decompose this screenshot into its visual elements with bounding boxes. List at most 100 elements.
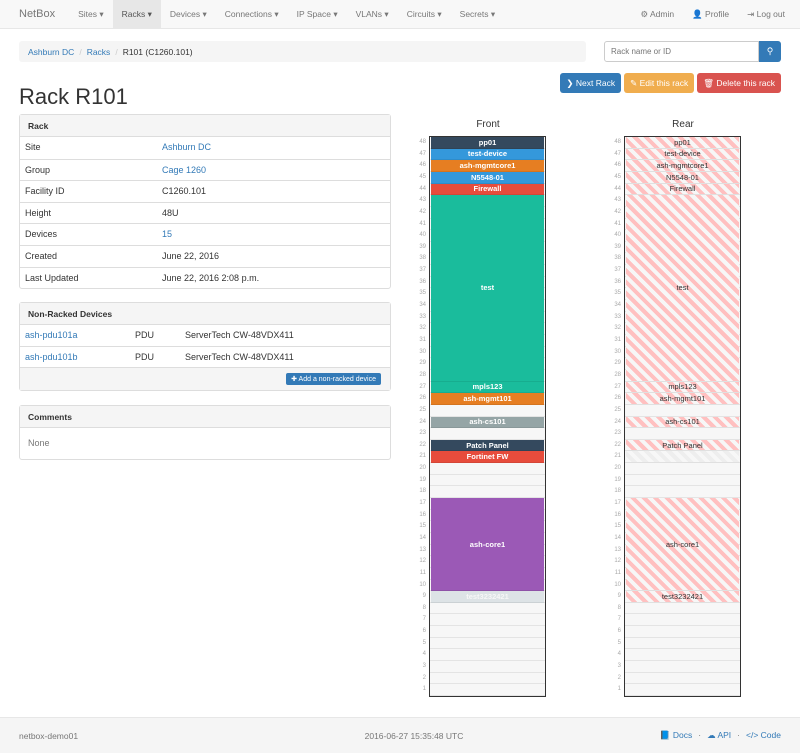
unit-number: 27 — [614, 383, 621, 390]
rack-device-front[interactable]: Fortinet FW — [431, 451, 544, 464]
unit-number: 1 — [422, 686, 426, 693]
rack-device-rear[interactable]: mpls123 — [626, 381, 739, 394]
footer-time: 2016-06-27 15:35:48 UTC — [364, 730, 464, 741]
next-rack-button[interactable]: ❯ Next Rack — [560, 73, 622, 93]
unit-number: 37 — [614, 267, 621, 274]
nav-ip[interactable]: IP Space ▾ — [296, 8, 338, 19]
unit-divider — [625, 660, 740, 662]
unit-number: 35 — [614, 290, 621, 297]
delete-rack-button[interactable]: 🗑 Delete this rack — [697, 73, 781, 93]
api-link[interactable]: ☁ API — [707, 730, 732, 740]
rack-device-rear[interactable]: test3232421 — [626, 591, 739, 603]
rack-device-rear[interactable]: N5548-01 — [626, 171, 739, 184]
rack-attr-row: Created June 22, 2016 — [20, 244, 390, 267]
rack-device-front[interactable]: N5548-01 — [431, 171, 544, 184]
rack-device-rear[interactable]: ash-mgmt101 — [626, 393, 739, 405]
unit-number: 13 — [614, 546, 621, 553]
breadcrumb: Ashburn DC / Racks / R101 (C1260.101) — [19, 41, 586, 62]
breadcrumb-site[interactable]: Ashburn DC — [28, 46, 75, 57]
nav-circuits[interactable]: Circuits ▾ — [406, 8, 442, 19]
nav-racks[interactable]: Racks ▾ — [112, 0, 161, 29]
nav-user[interactable]: 👤 Profile — [692, 8, 730, 19]
nav-logout[interactable]: ⇥ Log out — [747, 8, 785, 19]
add-non-racked-device-button[interactable]: ✚ Add a non-racked device — [286, 373, 381, 385]
brand-logo[interactable]: NetBox — [19, 8, 56, 20]
rack-device-front[interactable]: test-device — [431, 148, 544, 161]
unit-divider — [430, 683, 545, 685]
rack-device-front[interactable]: pp01 — [431, 137, 544, 149]
device-type: ServerTech CW-48VDX411 — [185, 330, 294, 340]
rack-device-front[interactable]: ash-core1 — [431, 498, 544, 592]
unit-number: 7 — [617, 616, 621, 623]
rack-device-rear[interactable]: pp01 — [626, 137, 739, 149]
docs-link[interactable]: 📘 Docs — [659, 730, 693, 740]
nav-vlans[interactable]: VLANs ▾ — [355, 8, 389, 19]
rack-attr-row: Height 48U — [20, 201, 390, 224]
rack-device-rear[interactable]: ash-mgmtcore1 — [626, 160, 739, 172]
rack-device-rear[interactable]: Patch Panel — [626, 439, 739, 452]
rack-device-rear[interactable]: test — [626, 195, 739, 382]
unit-number: 10 — [419, 581, 426, 588]
unit-number: 47 — [419, 150, 426, 157]
rack-device-front[interactable]: ash-mgmt101 — [431, 393, 544, 405]
unit-number: 7 — [422, 616, 426, 623]
breadcrumb-racks[interactable]: Racks — [86, 46, 111, 57]
unit-divider — [625, 671, 740, 673]
unit-number: 44 — [419, 185, 426, 192]
code-link[interactable]: </> Code — [746, 730, 781, 740]
rack-device-front[interactable]: Firewall — [431, 183, 544, 196]
rack-device-front[interactable]: test — [431, 195, 544, 382]
unit-divider — [430, 671, 545, 673]
unit-number: 8 — [422, 604, 426, 611]
rack-device-rear[interactable]: Firewall — [626, 183, 739, 196]
attr-value[interactable]: Ashburn DC — [162, 142, 212, 152]
unit-number: 40 — [419, 232, 426, 239]
rack-device-front[interactable]: Patch Panel — [431, 439, 544, 452]
unit-number: 19 — [419, 476, 426, 483]
unit-number: 3 — [617, 663, 621, 670]
rack-device-rear[interactable] — [626, 451, 739, 464]
device-link[interactable]: ash-pdu101a — [25, 330, 78, 340]
rack-device-front[interactable]: ash-cs101 — [431, 416, 544, 429]
unit-number: 11 — [614, 569, 621, 576]
device-link[interactable]: ash-pdu101b — [25, 351, 78, 362]
unit-number: 33 — [614, 313, 621, 320]
unit-number: 22 — [614, 441, 621, 448]
rack-device-front[interactable]: ash-mgmtcore1 — [431, 160, 544, 172]
unit-number: 11 — [419, 569, 426, 576]
unit-divider — [625, 485, 740, 487]
unit-divider — [430, 613, 545, 615]
search-button[interactable]: ⚲ — [759, 41, 781, 62]
rack-device-front[interactable]: mpls123 — [431, 381, 544, 394]
unit-number: 45 — [614, 173, 621, 180]
rack-device-front[interactable]: test3232421 — [431, 591, 544, 603]
unit-number: 18 — [419, 488, 426, 495]
rack-attr-row: Group Cage 1260 — [20, 158, 390, 181]
rack-rear: pp01 test-device ash-mgmtcore1 N5548-01 Fire… — [624, 136, 741, 697]
nav-gear[interactable]: ⚙ Admin — [640, 8, 675, 19]
unit-number: 12 — [419, 558, 426, 565]
unit-number: 30 — [419, 348, 426, 355]
rack-panel: Rack Site Ashburn DC Group Cage 1260 Facilit… — [19, 114, 391, 290]
nav-sites[interactable]: Sites ▾ — [78, 8, 104, 19]
unit-divider — [625, 648, 740, 650]
nav-secrets[interactable]: Secrets ▾ — [459, 8, 496, 19]
unit-number: 16 — [419, 511, 426, 518]
unit-divider — [625, 695, 740, 696]
rack-device-rear[interactable]: test-device — [626, 148, 739, 161]
edit-rack-button[interactable]: ✎ Edit this rack — [624, 73, 695, 93]
unit-number: 42 — [614, 208, 621, 215]
footer: netbox-demo01 2016-06-27 15:35:48 UTC 📘 … — [0, 717, 800, 753]
nav-devices[interactable]: Devices ▾ — [169, 8, 207, 19]
search-input[interactable] — [604, 41, 759, 62]
unit-number: 8 — [617, 604, 621, 611]
rack-device-rear[interactable]: ash-core1 — [626, 498, 739, 592]
nav-connections[interactable]: Connections ▾ — [224, 8, 279, 19]
unit-number: 38 — [419, 255, 426, 262]
rack-device-rear[interactable]: ash-cs101 — [626, 416, 739, 429]
unit-number: 29 — [419, 360, 426, 367]
unit-number: 4 — [617, 651, 621, 658]
attr-value[interactable]: Cage 1260 — [162, 164, 207, 175]
unit-number: 2 — [422, 674, 426, 681]
attr-value[interactable]: 15 — [162, 229, 173, 240]
